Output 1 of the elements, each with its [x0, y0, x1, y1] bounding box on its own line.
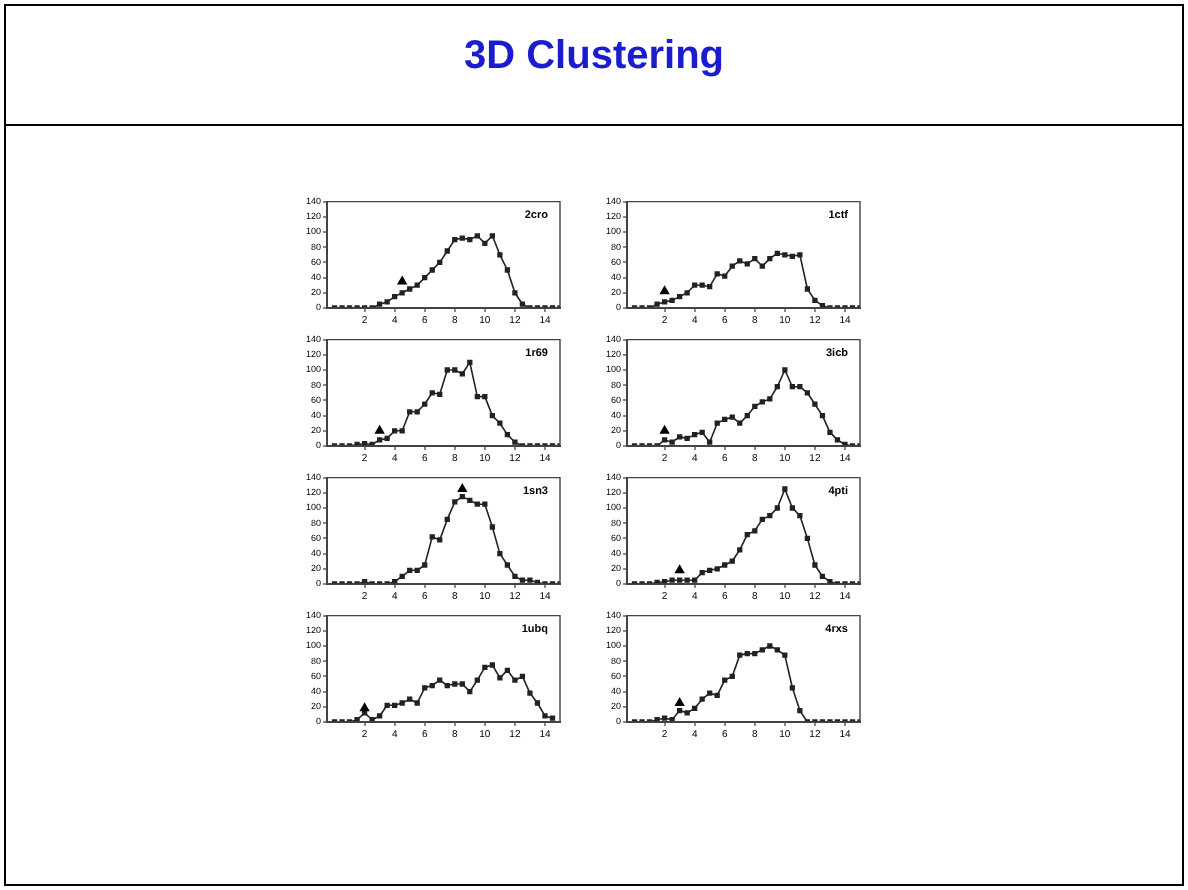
chart-title: 3D Clustering	[461, 34, 727, 80]
